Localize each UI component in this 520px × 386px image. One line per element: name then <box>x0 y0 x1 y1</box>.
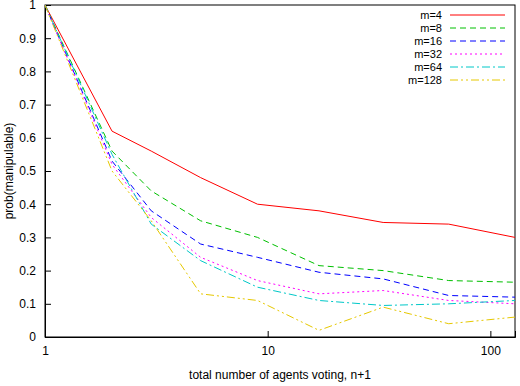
series-line <box>45 5 515 330</box>
y-tick-mark <box>45 271 51 272</box>
y-tick: 0.9 <box>19 32 51 46</box>
y-tick: 0.2 <box>19 264 51 278</box>
legend-label: m=32 <box>414 48 442 60</box>
y-tick-label: 0.6 <box>19 131 36 145</box>
legend: m=4m=8m=16m=32m=64m=128 <box>408 9 505 86</box>
series-line <box>45 5 515 305</box>
legend-swatch <box>450 67 505 68</box>
y-tick: 0.3 <box>19 231 51 245</box>
y-tick-label: 0.3 <box>19 231 36 245</box>
legend-label: m=4 <box>420 9 442 21</box>
y-tick-mark <box>45 171 51 172</box>
x-tick-label: 10 <box>262 344 276 358</box>
y-tick-mark <box>45 304 51 305</box>
series-line <box>45 5 515 304</box>
y-tick-mark <box>45 71 51 72</box>
y-tick-mark <box>45 105 51 106</box>
legend-swatch <box>450 80 505 81</box>
y-tick: 0.7 <box>19 98 51 112</box>
x-axis-line <box>46 331 516 338</box>
x-axis-title: total number of agents voting, n+1 <box>189 368 371 382</box>
x-tick-label: 1 <box>42 344 49 358</box>
plot: 11010000.10.20.30.40.50.60.70.80.91m=4m=… <box>19 0 515 358</box>
y-tick-mark <box>45 138 51 139</box>
y-tick-mark <box>45 38 51 39</box>
series-line <box>45 5 515 282</box>
legend-label: m=128 <box>408 74 442 86</box>
y-tick: 0.8 <box>19 65 51 79</box>
y-tick: 0.5 <box>19 164 51 178</box>
y-axis: 0 0.1 0.2 0.3 0.4 0.5 0.6 0.7 0.8 0.9 1 <box>19 0 51 344</box>
y-tick-label: 0.8 <box>19 65 36 79</box>
y-tick-mark <box>45 337 51 338</box>
x-axis: 1 10 100 <box>42 331 515 358</box>
y-tick-label: 0.5 <box>19 164 36 178</box>
lines <box>45 5 515 330</box>
legend-label: m=8 <box>420 22 442 34</box>
y-axis-line <box>46 6 52 338</box>
x-tick-mark <box>490 331 491 337</box>
y-tick-label: 0.7 <box>19 98 36 112</box>
y-tick-mark <box>45 204 51 205</box>
y-tick: 0.1 <box>19 297 51 311</box>
x-tick-label: 100 <box>481 344 501 358</box>
legend-swatch <box>450 54 505 55</box>
y-tick-mark <box>45 237 51 238</box>
legend-label: m=64 <box>414 61 442 73</box>
y-tick: 0.6 <box>19 131 51 145</box>
legend-swatch <box>450 15 505 16</box>
y-tick: 0 <box>29 330 51 344</box>
chart: 11010000.10.20.30.40.50.60.70.80.91m=4m=… <box>0 0 520 386</box>
x-tick: 10 <box>262 331 276 358</box>
series-line <box>45 5 515 297</box>
legend-swatch <box>450 28 505 29</box>
y-tick-label: 0 <box>29 330 36 344</box>
series-line <box>45 5 515 237</box>
y-tick-label: 0.1 <box>19 297 36 311</box>
y-tick-label: 0.4 <box>19 198 36 212</box>
y-tick: 0.4 <box>19 198 51 212</box>
plot-frame <box>45 5 515 337</box>
x-tick: 100 <box>481 331 501 358</box>
y-axis-title: prob(manipulable) <box>2 123 16 220</box>
legend-label: m=16 <box>414 35 442 47</box>
legend-swatch <box>450 41 505 42</box>
x-tick-mark <box>268 331 269 337</box>
y-tick-label: 1 <box>29 0 36 12</box>
y-tick-label: 0.2 <box>19 264 36 278</box>
y-tick-label: 0.9 <box>19 32 36 46</box>
